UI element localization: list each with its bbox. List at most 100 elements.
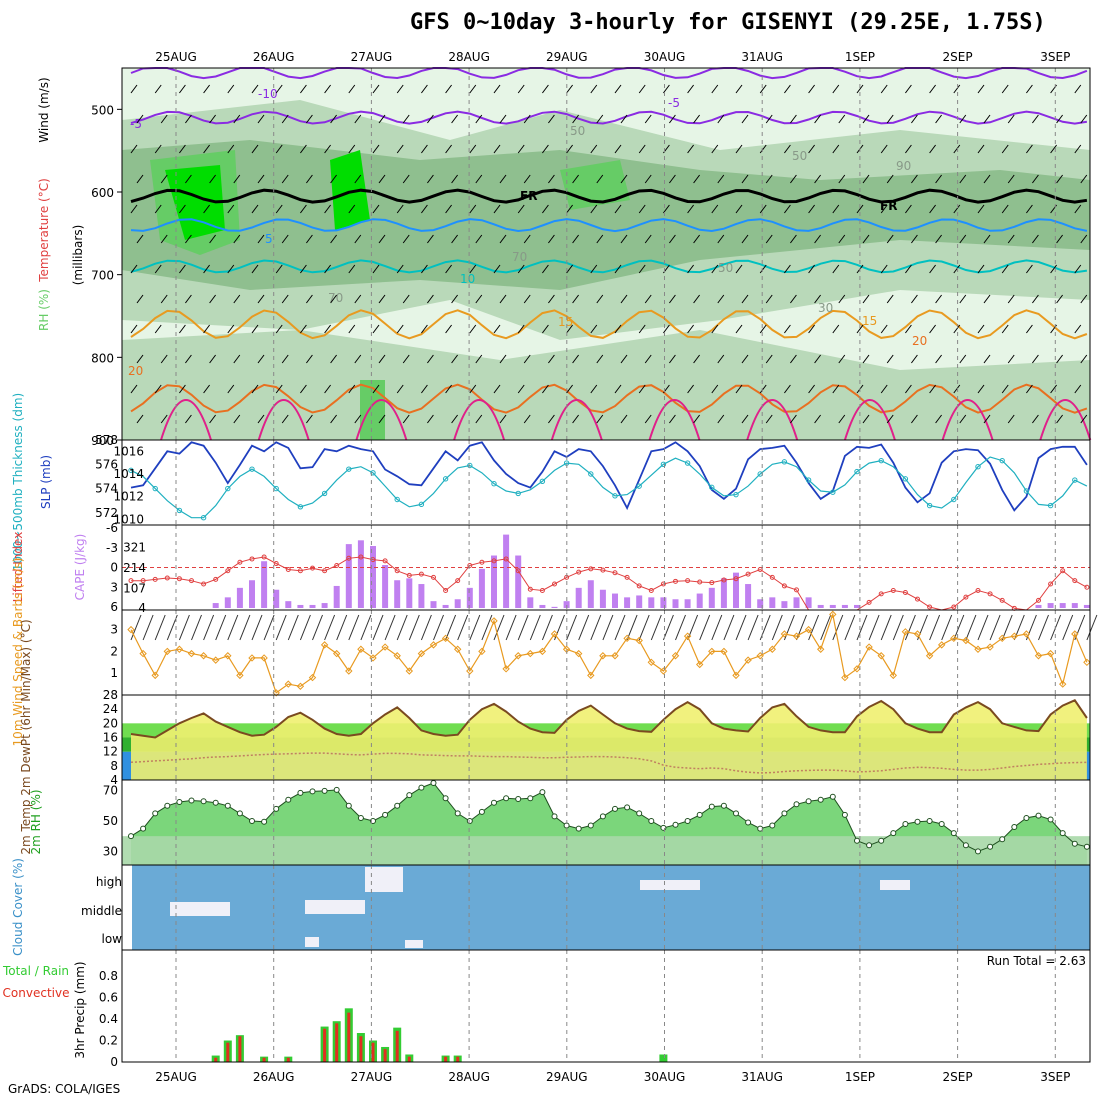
wind-barb	[790, 354, 797, 364]
10m-wind-point	[587, 671, 595, 680]
li-point	[915, 596, 920, 602]
wind-barb	[638, 324, 646, 334]
li-point	[612, 570, 618, 576]
wind-barb	[523, 294, 531, 304]
wind-barb	[493, 84, 501, 94]
wind-barb	[814, 114, 821, 124]
wind-barb	[548, 174, 555, 184]
thickness-point	[854, 468, 860, 475]
rh-point	[575, 825, 582, 832]
wind-barb	[281, 234, 289, 244]
wind-barb	[378, 174, 386, 184]
10m-wind-point	[744, 656, 752, 664]
contour-label: 15	[862, 314, 877, 328]
wind-barb	[396, 384, 404, 394]
rh-point	[224, 802, 231, 809]
contour-label: 70	[328, 291, 343, 305]
cape-ylabel: CAPE (J/kg)	[73, 534, 87, 601]
10m-wind-barb	[215, 614, 227, 641]
wind-barb	[856, 84, 864, 94]
10m-wind-barb	[662, 614, 674, 641]
li-point	[600, 567, 606, 573]
li-point	[261, 554, 267, 560]
wind-barb	[1007, 174, 1015, 184]
wind-barb	[911, 294, 918, 304]
wind-barb	[929, 84, 936, 94]
10m-wind-barb	[142, 614, 154, 641]
y-tick-label: 900	[91, 434, 114, 448]
cape-bar	[515, 555, 522, 608]
wind-barb	[765, 174, 773, 184]
wind-barb	[178, 84, 186, 94]
wind-barb	[517, 144, 525, 154]
wind-barb	[638, 204, 646, 214]
rh-point	[200, 798, 207, 805]
slp-ylabel: SLP (mb)	[39, 455, 53, 509]
wind-barb	[330, 234, 338, 244]
wind-barb	[572, 234, 579, 244]
wind-barb	[590, 204, 598, 214]
wind-barb	[693, 114, 700, 124]
wind-barb	[378, 354, 386, 364]
cape-bar	[212, 603, 219, 608]
wind-barb	[644, 294, 652, 304]
wind-barb	[711, 204, 719, 214]
contour-label: 50	[718, 261, 733, 275]
slp-line	[130, 441, 1088, 512]
contour-label: 70	[512, 250, 527, 264]
wind-barb	[959, 234, 967, 244]
wind-barb	[905, 384, 912, 394]
wind-barb	[209, 294, 217, 304]
wind-barb	[469, 324, 477, 334]
precip-convective-bar	[286, 1057, 290, 1062]
wind-barb	[372, 384, 380, 394]
rh-point	[1059, 830, 1066, 837]
rh-point	[382, 811, 389, 818]
cape-bar	[503, 534, 510, 608]
cape-bar	[817, 604, 824, 608]
10m-wind-barb	[433, 614, 444, 641]
wind-barb	[299, 84, 307, 94]
rh-point	[1071, 840, 1078, 847]
rh-point	[188, 797, 195, 804]
wind-barb	[354, 234, 362, 244]
wind-barb	[275, 84, 283, 94]
li-point	[382, 558, 388, 564]
thickness-point	[1047, 502, 1054, 509]
thickness-point	[128, 467, 134, 474]
10m-wind-barb	[602, 614, 614, 641]
li-point	[189, 578, 194, 584]
rh-point	[696, 811, 703, 818]
10m-wind-point	[199, 652, 208, 660]
10m-wind-barb	[275, 614, 287, 641]
wind-barb	[614, 204, 622, 214]
10m-wind-barb	[384, 614, 396, 641]
wind-barb	[808, 324, 815, 334]
wind-barb	[257, 294, 265, 304]
wind-barb	[517, 324, 525, 334]
temp-tick: 28	[103, 688, 118, 702]
li-point	[636, 583, 642, 589]
10m-wind-barb	[481, 614, 493, 641]
precip-tick: 0.2	[99, 1034, 118, 1048]
wind-barb	[1050, 264, 1057, 274]
slp-tick: 1014	[113, 467, 144, 481]
wind-barb	[396, 264, 404, 274]
wind-barb	[693, 294, 700, 304]
cape-bar	[249, 580, 255, 608]
wind-barb	[203, 384, 211, 394]
precip-convective-bar	[214, 1057, 218, 1062]
10m-wind-barb	[590, 614, 602, 641]
wind-barb	[693, 414, 700, 424]
wind-barb	[784, 144, 791, 154]
contour-label: 50	[570, 124, 585, 138]
thickness-point	[418, 501, 425, 508]
wind-barb	[590, 264, 598, 274]
10m-wind-barb	[832, 614, 844, 641]
wind-barb	[475, 294, 483, 304]
wind-barb	[299, 324, 307, 334]
date-label-top: 27AUG	[351, 50, 393, 64]
li-point	[201, 581, 207, 587]
rh-point	[890, 830, 897, 837]
wind-barb	[233, 174, 241, 184]
